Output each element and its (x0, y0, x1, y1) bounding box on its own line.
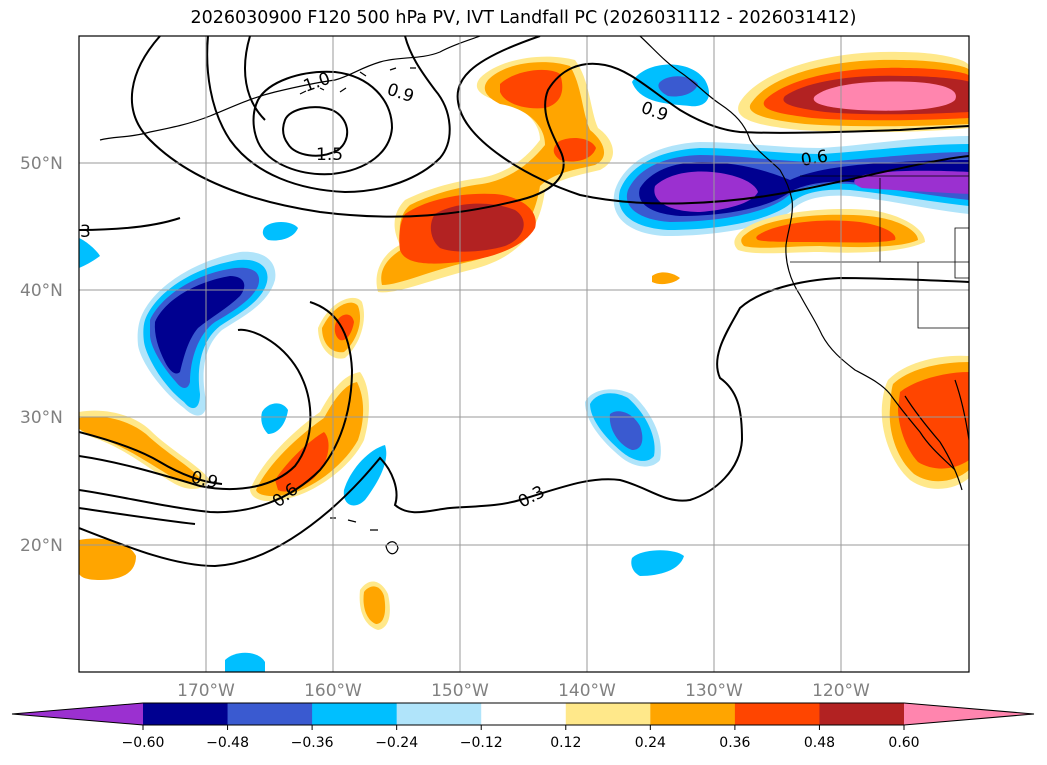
gridlines (79, 36, 969, 672)
lat-label-50n: 50°N (20, 154, 63, 174)
lat-label-40n: 40°N (20, 281, 63, 301)
colorbar-segment (650, 703, 736, 725)
lat-label-20n: 20°N (20, 536, 63, 556)
colorbar-segment (396, 703, 482, 725)
latitude-labels: 50°N 40°N 30°N 20°N (20, 154, 63, 556)
colorbar-segment (481, 703, 567, 725)
contour-label-3: 3 (80, 222, 91, 242)
colorbar-tick-label: 0.60 (888, 735, 919, 751)
colorbar-extend-max (904, 703, 1034, 725)
colorbar-segment (227, 703, 313, 725)
colorbar-segment (312, 703, 398, 725)
colorbar: −0.60 −0.48 −0.36 −0.24 −0.12 0.12 0.24 0.36 0.4… (11, 702, 1035, 751)
longitude-labels: 170°W 160°W 150°W 140°W 130°W 120°W (177, 681, 870, 701)
colorbar-tick-label: 0.48 (804, 735, 835, 751)
colorbar-segment (143, 703, 229, 725)
colorbar-extend-min (12, 703, 143, 725)
lat-label-30n: 30°N (20, 408, 63, 428)
positive-anomaly-northeast (738, 51, 969, 133)
colorbar-tick-label: 0.12 (550, 735, 581, 751)
colorbar-tick-label: −0.36 (291, 735, 334, 751)
negative-anomaly-blobs (79, 222, 684, 672)
negative-anomaly-west (137, 251, 276, 416)
colorbar-tick-label: 0.36 (719, 735, 750, 751)
lon-label-160w: 160°W (304, 681, 362, 701)
colorbar-tick-label: −0.60 (122, 735, 165, 751)
lon-label-150w: 150°W (431, 681, 489, 701)
colorbar-segment (734, 703, 820, 725)
colorbar-segment (565, 703, 651, 725)
lon-label-120w: 120°W (812, 681, 870, 701)
contour-label-1-5: 1.5 (316, 145, 343, 165)
lon-label-140w: 140°W (558, 681, 616, 701)
plot-area (79, 36, 969, 672)
state-borders (790, 175, 969, 329)
colorbar-segment (819, 703, 905, 725)
contour-label-0-6-ne: 0.6 (799, 147, 829, 171)
colorbar-tick-label: −0.48 (206, 735, 249, 751)
lon-label-130w: 130°W (685, 681, 743, 701)
plot-frame (78, 35, 970, 673)
map-title: 2026030900 F120 500 hPa PV, IVT Landfall… (190, 8, 857, 28)
colorbar-tick-label: −0.24 (375, 735, 418, 751)
colorbar-tick-label: −0.12 (460, 735, 503, 751)
pv-contours (79, 36, 969, 568)
colorbar-tick-label: 0.24 (635, 735, 666, 751)
positive-anomaly-oregon (734, 208, 925, 254)
positive-anomaly-central (376, 56, 613, 293)
coastlines (99, 36, 969, 555)
lon-label-170w: 170°W (177, 681, 235, 701)
